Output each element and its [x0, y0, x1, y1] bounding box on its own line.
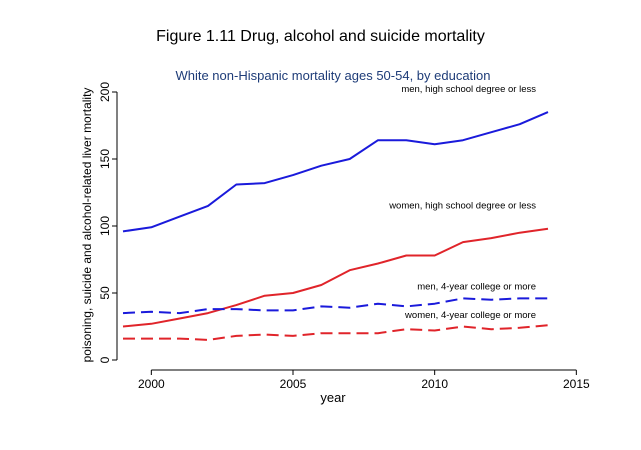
y-tick-label: 200: [98, 82, 112, 102]
x-tick-label: 2010: [421, 377, 448, 391]
x-tick-label: 2000: [138, 377, 165, 391]
series-line-1: [122, 111, 549, 233]
x-tick-label: 2005: [280, 377, 307, 391]
series-lines: [122, 111, 549, 341]
y-tick-label: 0: [98, 356, 112, 363]
chart-title: White non-Hispanic mortality ages 50-54,…: [175, 68, 490, 83]
axes: 0 50 100 150 200 2000 2005 2010 2015: [98, 82, 590, 391]
x-tick-label: 2015: [563, 377, 590, 391]
series-line-2: [122, 227, 549, 328]
y-axis-label: poisoning, suicide and alcohol-related l…: [80, 88, 94, 363]
figure-title: Figure 1.11 Drug, alcohol and suicide mo…: [156, 28, 485, 45]
series-labels: men, high school degree or less women, hi…: [388, 84, 536, 321]
series-label-1: men, high school degree or less: [401, 84, 536, 95]
series-label-3: men, 4-year college or more: [417, 281, 536, 292]
y-tick-label: 50: [98, 286, 112, 300]
y-tick-label: 100: [98, 216, 112, 236]
series-line-4: [123, 324, 549, 341]
y-tick-label: 150: [98, 149, 112, 169]
series-label-2: women, high school degree or less: [388, 201, 536, 212]
series-label-4: women, 4-year college or more: [404, 310, 536, 321]
x-axis-label: year: [320, 390, 346, 405]
